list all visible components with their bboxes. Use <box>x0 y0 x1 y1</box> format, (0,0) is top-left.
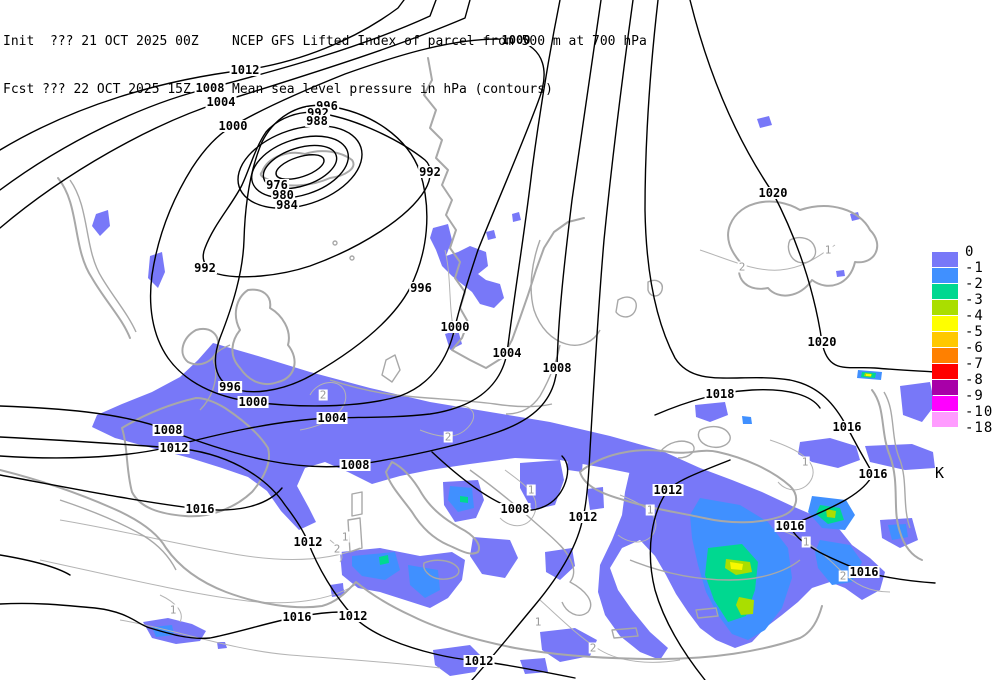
pressure-label: 996 <box>409 281 433 295</box>
pressure-label: 1016 <box>857 467 889 481</box>
lifted-index-contour-label: 2 <box>443 430 453 444</box>
lifted-index-contour-label: 1 <box>340 530 350 544</box>
init-datetime: Init ??? 21 OCT 2025 00Z <box>3 34 199 49</box>
pressure-label: 988 <box>305 114 329 128</box>
pressure-label: 992 <box>418 165 442 179</box>
pressure-label: 1012 <box>463 654 495 668</box>
pressure-label: 1018 <box>704 387 736 401</box>
lifted-index-contour-label: 1 <box>533 615 543 629</box>
pressure-label: 984 <box>275 198 299 212</box>
lifted-index-contour-label: 2 <box>737 260 747 274</box>
pressure-label: 1008 <box>152 423 184 437</box>
li-contour-layer <box>39 244 891 669</box>
pressure-label: 1012 <box>158 441 190 455</box>
title-line-2: Fcst ??? 22 OCT 2025 15Z Mean sea level … <box>3 82 553 98</box>
pressure-label: 996 <box>218 380 242 394</box>
pressure-label: 1000 <box>217 119 249 133</box>
pressure-label: 1016 <box>848 565 880 579</box>
pressure-label: 1020 <box>757 186 789 200</box>
pressure-label: 1004 <box>316 411 348 425</box>
pressure-label: 1016 <box>184 502 216 516</box>
product-subtitle: Mean sea level pressure in hPa (contours… <box>232 82 553 97</box>
pressure-label: 1012 <box>229 63 261 77</box>
pressure-label: 1008 <box>499 502 531 516</box>
pressure-label: 1000 <box>439 320 471 334</box>
pressure-label: 980 <box>271 188 295 202</box>
pressure-label: 1012 <box>337 609 369 623</box>
pressure-label: 1008 <box>541 361 573 375</box>
pressure-label: 1016 <box>774 519 806 533</box>
pressure-label: 1020 <box>806 335 838 349</box>
pressure-label: 1016 <box>281 610 313 624</box>
pressure-label: 1012 <box>567 510 599 524</box>
pressure-label: 976 <box>265 178 289 192</box>
lifted-index-contour-label: 2 <box>838 569 848 583</box>
pressure-label: 1004 <box>491 346 523 360</box>
pressure-label: 1012 <box>652 483 684 497</box>
pressure-label: 992 <box>193 261 217 275</box>
lifted-index-contour-label: 1 <box>526 483 536 497</box>
pressure-label: 1004 <box>205 95 237 109</box>
pressure-label: 1016 <box>831 420 863 434</box>
title-block: Init ??? 21 OCT 2025 00Z NCEP GFS Lifted… <box>3 2 647 130</box>
lifted-index-contour-label: 2 <box>318 388 328 402</box>
lifted-index-contour-label: 1 <box>801 535 811 549</box>
title-line-1: Init ??? 21 OCT 2025 00Z NCEP GFS Lifted… <box>3 34 647 50</box>
lifted-index-contour-label: 2 <box>332 542 342 556</box>
lifted-index-contour-label: 1 <box>800 455 810 469</box>
pressure-label: 1008 <box>339 458 371 472</box>
product-title: NCEP GFS Lifted Index of parcel from 500… <box>232 34 647 49</box>
lifted-index-contour-label: 1 <box>168 603 178 617</box>
pressure-label: 1000 <box>500 33 532 47</box>
lifted-index-contour-label: 1 <box>823 243 833 257</box>
lifted-index-contour-label: 1 <box>645 503 655 517</box>
lifted-index-contour-label: 2 <box>588 641 598 655</box>
pressure-label: 1012 <box>292 535 324 549</box>
pressure-label: 1000 <box>237 395 269 409</box>
pressure-label: 1008 <box>194 81 226 95</box>
lifted-index-fill-layer <box>92 116 935 676</box>
fcst-datetime: Fcst ??? 22 OCT 2025 15Z <box>3 82 191 97</box>
